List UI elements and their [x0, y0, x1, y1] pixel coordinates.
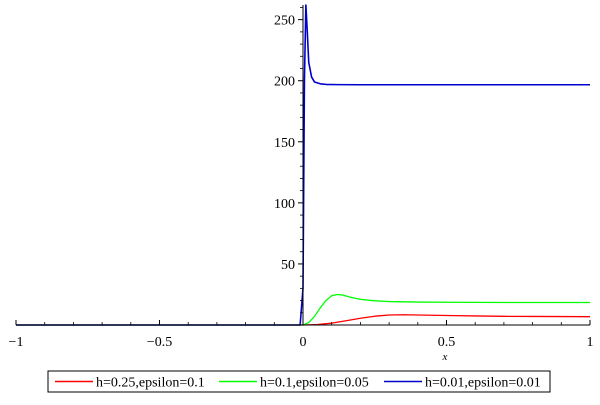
- labels-layer: x: [442, 351, 448, 363]
- legend-label-2: h=0.1,epsilon=0.05: [260, 376, 369, 391]
- x-axis-label: x: [442, 351, 448, 363]
- y-tick-label: 200: [274, 75, 295, 90]
- y-tick-label: 250: [274, 14, 295, 29]
- x-tick-label: 0: [300, 335, 307, 350]
- legend: h=0.25,epsilon=0.1 h=0.1,epsilon=0.05 h=0.…: [47, 370, 551, 393]
- legend-label-3: h=0.01,epsilon=0.01: [425, 376, 541, 391]
- legend-box: [47, 370, 551, 393]
- x-tick-label: −0.5: [147, 335, 172, 350]
- y-tick-label: 50: [281, 258, 295, 273]
- y-tick-label: 100: [274, 197, 295, 212]
- series-line-2: [16, 293, 590, 326]
- y-tick-label: 150: [274, 136, 295, 151]
- x-tick-label: 0.5: [438, 335, 456, 350]
- x-tick-label: −1: [9, 335, 24, 350]
- legend-label-1: h=0.25,epsilon=0.1: [96, 376, 205, 391]
- x-tick-label: 1: [587, 335, 594, 350]
